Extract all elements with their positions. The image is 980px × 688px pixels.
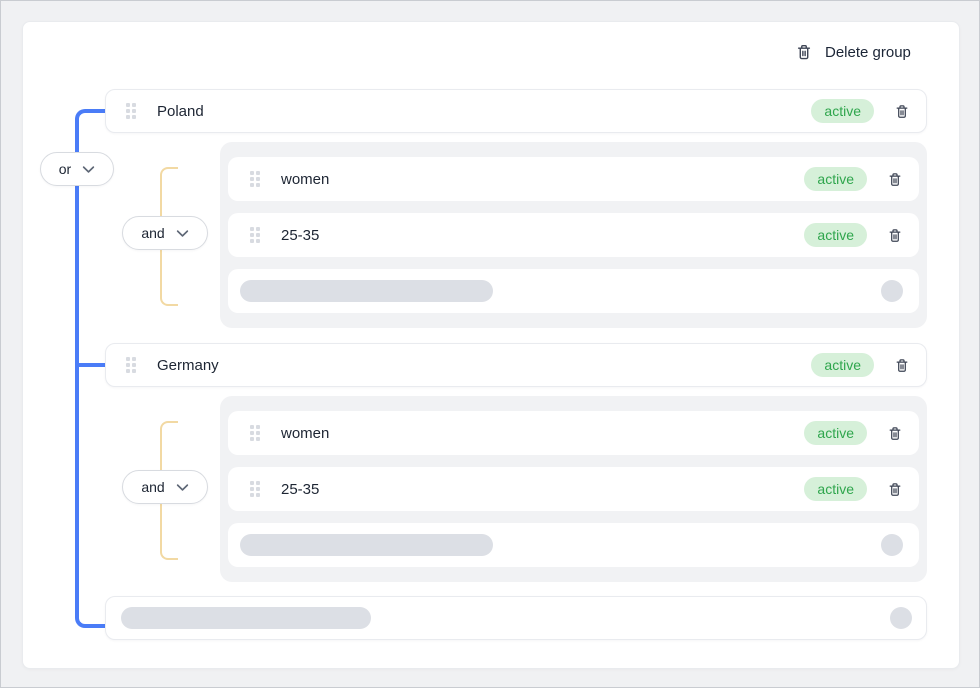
status-badge[interactable]: active: [811, 353, 874, 377]
skeleton-bar: [240, 280, 493, 302]
delete-item-button[interactable]: [894, 103, 910, 120]
skeleton-circle: [881, 534, 903, 556]
condition-row-25-35[interactable]: 25-35 active: [228, 213, 919, 257]
condition-label: women: [281, 424, 330, 442]
delete-group-label: Delete group: [825, 43, 911, 61]
delete-group-button[interactable]: Delete group: [795, 41, 911, 63]
chevron-down-icon: [82, 165, 95, 174]
trash-icon: [795, 43, 813, 61]
drag-handle-icon[interactable]: [250, 171, 260, 187]
trash-icon: [887, 481, 903, 498]
placeholder-condition-row: [228, 269, 919, 313]
group2-operator-value: and: [141, 479, 165, 495]
group-row-poland[interactable]: Poland active: [105, 89, 927, 133]
group2-conditions-panel: women active 25-35 active: [220, 396, 927, 582]
status-badge[interactable]: active: [811, 99, 874, 123]
group1-operator-value: and: [141, 225, 165, 241]
chevron-down-icon: [176, 229, 189, 238]
placeholder-group-row: [105, 596, 927, 640]
drag-handle-icon[interactable]: [126, 357, 136, 373]
skeleton-circle: [890, 607, 912, 629]
delete-item-button[interactable]: [894, 357, 910, 374]
delete-item-button[interactable]: [887, 481, 903, 498]
root-connector-line: [75, 109, 109, 628]
condition-row-women[interactable]: women active: [228, 157, 919, 201]
trash-icon: [894, 103, 910, 120]
trash-icon: [887, 171, 903, 188]
group2-operator-select[interactable]: and: [122, 470, 208, 504]
condition-label: 25-35: [281, 226, 320, 244]
status-badge[interactable]: active: [804, 421, 867, 445]
group-row-germany[interactable]: Germany active: [105, 343, 927, 387]
delete-item-button[interactable]: [887, 425, 903, 442]
placeholder-condition-row: [228, 523, 919, 567]
drag-handle-icon[interactable]: [250, 481, 260, 497]
group1-operator-select[interactable]: and: [122, 216, 208, 250]
condition-label: women: [281, 170, 330, 188]
trash-icon: [887, 425, 903, 442]
status-badge[interactable]: active: [804, 477, 867, 501]
skeleton-bar: [240, 534, 493, 556]
group1-conditions-panel: women active 25-35 active: [220, 142, 927, 328]
condition-label: 25-35: [281, 480, 320, 498]
condition-row-25-35[interactable]: 25-35 active: [228, 467, 919, 511]
status-badge[interactable]: active: [804, 167, 867, 191]
group-label: Germany: [157, 356, 219, 374]
root-operator-value: or: [58, 161, 72, 177]
condition-row-women[interactable]: women active: [228, 411, 919, 455]
delete-item-button[interactable]: [887, 227, 903, 244]
skeleton-bar: [121, 607, 371, 629]
delete-item-button[interactable]: [887, 171, 903, 188]
group-label: Poland: [157, 102, 204, 120]
chevron-down-icon: [176, 483, 189, 492]
status-badge[interactable]: active: [804, 223, 867, 247]
drag-handle-icon[interactable]: [126, 103, 136, 119]
skeleton-circle: [881, 280, 903, 302]
root-connector-branch: [75, 363, 105, 367]
drag-handle-icon[interactable]: [250, 227, 260, 243]
trash-icon: [894, 357, 910, 374]
root-operator-select[interactable]: or: [40, 152, 114, 186]
trash-icon: [887, 227, 903, 244]
drag-handle-icon[interactable]: [250, 425, 260, 441]
